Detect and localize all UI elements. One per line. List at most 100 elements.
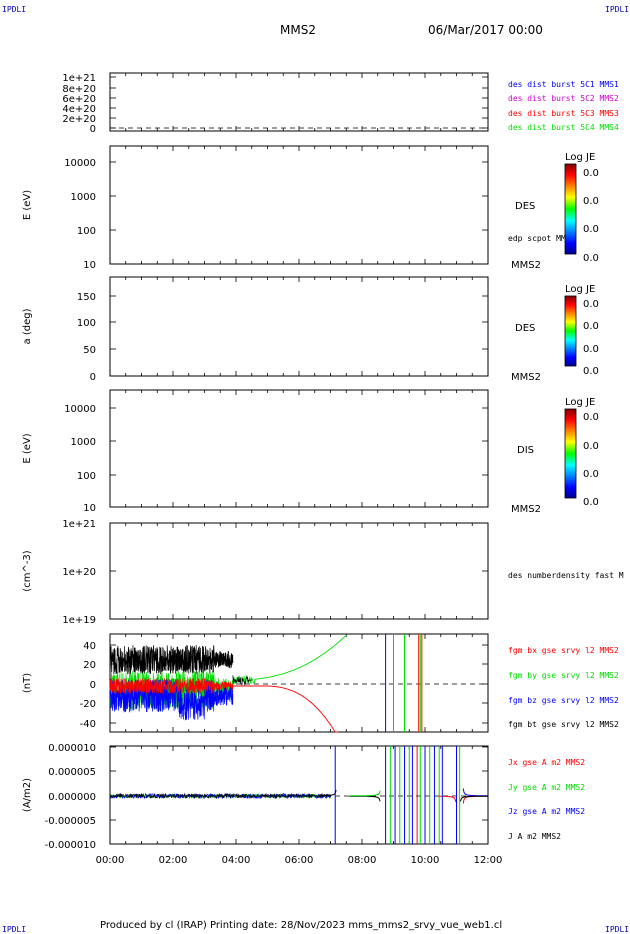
y-tick-label: 2e+20 xyxy=(62,114,96,125)
colorbar3-tick: 0.0 xyxy=(583,441,599,452)
legend-fgm-bz: fgm bz gse srvy l2 MMS2 xyxy=(508,696,619,705)
legend-fgm-by: fgm by gse srvy l2 MMS2 xyxy=(508,671,619,680)
current-j-curve xyxy=(109,792,331,800)
y-tick-label: -0.000010 xyxy=(45,840,96,851)
y-tick-label: 0.000005 xyxy=(48,767,96,778)
legend-jy: Jy gse A m2 MMS2 xyxy=(508,783,585,792)
y-tick-label: 10 xyxy=(83,260,96,271)
y-tick-label: 0 xyxy=(90,680,96,691)
y-tick-label: 1e+19 xyxy=(62,615,96,626)
legend-j: J A m2 MMS2 xyxy=(508,832,561,841)
colorbar2-title: Log JE xyxy=(565,284,595,295)
y-axis-label: E (eV) xyxy=(22,433,33,463)
y-tick-label: 0 xyxy=(90,372,96,383)
panel-frames xyxy=(109,72,489,845)
y-tick-label: 4e+20 xyxy=(62,104,96,115)
colorbar1-tick: 0.0 xyxy=(583,253,599,264)
colorbar2-tick: 0.0 xyxy=(583,321,599,332)
y-tick-label: 1000 xyxy=(71,437,96,448)
spacecraft-title: MMS2 xyxy=(280,23,316,37)
colorbar1 xyxy=(564,163,577,255)
current-jz-curve xyxy=(462,788,488,797)
colorbar3-tick: 0.0 xyxy=(583,469,599,480)
des-energy-sublabel: MMS2 xyxy=(511,260,541,271)
x-tick-label: 00:00 xyxy=(96,855,125,866)
dis-energy-label: DIS xyxy=(517,445,534,456)
y-axis-label: a (deg) xyxy=(22,308,33,344)
des-energy-label: DES xyxy=(515,201,535,212)
corner-label-bottom-left: IPDLI xyxy=(2,925,26,934)
colorbar1-title: Log JE xyxy=(565,152,595,163)
des-dist-legend: des dist burst 5C1 MMS1 des dist burst 5… xyxy=(508,80,619,132)
legend-fgm-bx: fgm bx gse srvy l2 MMS2 xyxy=(508,646,619,655)
footer-text: Produced by cl (IRAP) Printing date: 28/… xyxy=(100,920,502,931)
x-tick-label: 10:00 xyxy=(411,855,440,866)
legend-density: des numberdensity fast M xyxy=(508,571,624,580)
colorbar3 xyxy=(564,408,577,499)
fgm-bx-curve xyxy=(109,677,234,694)
y-tick-label: 1e+21 xyxy=(62,519,96,530)
fgm-bz-curve xyxy=(109,679,234,721)
scpot-label: edp scpot MMS2 xyxy=(508,234,576,243)
y-tick-label: 10000 xyxy=(64,404,96,415)
colorbar1-tick: 0.0 xyxy=(583,168,599,179)
y-axis-label: (A/m2) xyxy=(22,778,33,812)
y-tick-label: 0 xyxy=(90,124,96,135)
y-tick-label: 50 xyxy=(83,345,96,356)
x-tick-label: 04:00 xyxy=(222,855,251,866)
current-jx-curve xyxy=(437,795,457,803)
x-tick-label: 08:00 xyxy=(348,855,377,866)
colorbar3-tick: 0.0 xyxy=(583,497,599,508)
legend-des-mms4: des dist burst 5C4 MMS4 xyxy=(508,123,619,132)
date-title: 06/Mar/2017 00:00 xyxy=(428,23,543,37)
panel-frame xyxy=(109,276,489,377)
y-tick-label: 40 xyxy=(83,641,96,652)
y-tick-label: 1000 xyxy=(71,192,96,203)
legend-jz: Jz gse A m2 MMS2 xyxy=(508,807,585,816)
y-tick-label: 1e+20 xyxy=(62,567,96,578)
x-tick-label: 12:00 xyxy=(474,855,503,866)
corner-label-top-right: IPDLI xyxy=(605,5,629,14)
legend-des-mms2: des dist burst 5C2 MMS2 xyxy=(508,94,619,103)
fgm-bt-curve xyxy=(109,645,234,675)
y-tick-label: 100 xyxy=(77,226,96,237)
y-tick-label: 10000 xyxy=(64,158,96,169)
current-jy-curve xyxy=(349,790,381,797)
colorbar2-tick: 0.0 xyxy=(583,299,599,310)
y-tick-label: 100 xyxy=(77,318,96,329)
corner-label-bottom-right: IPDLI xyxy=(605,925,629,934)
x-tick-label: 02:00 xyxy=(159,855,188,866)
y-tick-label: 150 xyxy=(77,292,96,303)
y-tick-label: 6e+20 xyxy=(62,94,96,105)
x-tick-label: 06:00 xyxy=(285,855,314,866)
legend-des-mms3: des dist burst 5C3 MMS3 xyxy=(508,109,619,118)
fgm-bx-curve xyxy=(232,685,339,733)
colorbar2-tick: 0.0 xyxy=(583,344,599,355)
y-tick-label: -0.000005 xyxy=(45,816,96,827)
panel-frame xyxy=(109,522,489,620)
y-axis-label: (cm^-3) xyxy=(22,550,33,591)
y-axis-label: E (eV) xyxy=(22,190,33,220)
des-pitch-sublabel: MMS2 xyxy=(511,372,541,383)
panel-frame xyxy=(109,72,489,132)
y-tick-label: 0.000010 xyxy=(48,743,96,754)
corner-label-top-left: IPDLI xyxy=(2,5,26,14)
colorbar1-tick: 0.0 xyxy=(583,196,599,207)
current-j-curve xyxy=(349,795,381,802)
y-tick-label: 8e+20 xyxy=(62,84,96,95)
current-j-curve xyxy=(460,795,488,802)
legend-des-mms1: des dist burst 5C1 MMS1 xyxy=(508,80,619,89)
panel-labels: 1e+218e+206e+204e+202e+20010000100010010… xyxy=(22,73,502,866)
panel-frame xyxy=(109,145,489,265)
data-curves xyxy=(109,127,488,844)
colorbar2 xyxy=(564,295,577,367)
current-j-curve xyxy=(317,789,337,797)
y-tick-label: 0.000000 xyxy=(48,792,96,803)
colorbar2-tick: 0.0 xyxy=(583,366,599,377)
colorbar1-tick: 0.0 xyxy=(583,224,599,235)
dis-energy-sublabel: MMS2 xyxy=(511,504,541,515)
panel-frame xyxy=(109,389,489,508)
colorbar3-title: Log JE xyxy=(565,397,595,408)
y-axis-label: (nT) xyxy=(22,673,33,693)
